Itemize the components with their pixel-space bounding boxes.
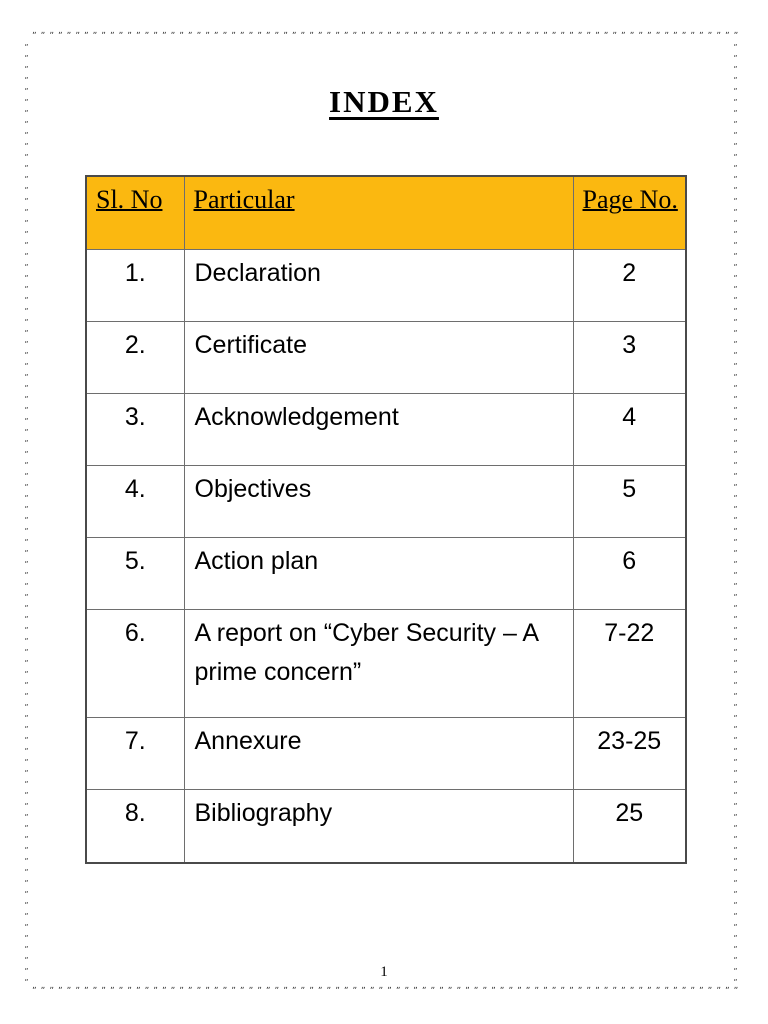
particular-cell: Action plan xyxy=(183,536,574,610)
table-header-row: Sl. No Particular Page No. xyxy=(85,175,687,250)
index-table: Sl. No Particular Page No. 1. Declaratio… xyxy=(85,175,687,864)
sl-no-cell: 3. xyxy=(85,392,185,466)
table-row: 1. Declaration 2 xyxy=(85,248,687,322)
header-sl-no: Sl. No xyxy=(85,175,185,250)
sl-no-cell: 4. xyxy=(85,464,185,538)
particular-cell: Bibliography xyxy=(183,788,574,864)
page-border-bottom: „„„„„„„„„„„„„„„„„„„„„„„„„„„„„„„„„„„„„„„„… xyxy=(32,981,740,991)
page-no-cell: 6 xyxy=(572,536,687,610)
sl-no-cell: 8. xyxy=(85,788,185,864)
page-title: INDEX xyxy=(329,84,439,119)
table-row: 8. Bibliography 25 xyxy=(85,788,687,864)
page-no-cell: 25 xyxy=(572,788,687,864)
particular-cell: Declaration xyxy=(183,248,574,322)
sl-no-cell: 2. xyxy=(85,320,185,394)
page-border-left: „„„„„„„„„„„„„„„„„„„„„„„„„„„„„„„„„„„„„„„„… xyxy=(22,38,31,988)
page-no-cell: 23-25 xyxy=(572,716,687,790)
particular-cell: A report on “Cyber Security – A prime co… xyxy=(183,608,574,718)
sl-no-cell: 7. xyxy=(85,716,185,790)
particular-cell: Objectives xyxy=(183,464,574,538)
page-no-cell: 7-22 xyxy=(572,608,687,718)
sl-no-cell: 1. xyxy=(85,248,185,322)
footer: 1 xyxy=(0,963,768,981)
table-row: 2. Certificate 3 xyxy=(85,320,687,394)
sl-no-cell: 5. xyxy=(85,536,185,610)
footer-page-number: 1 xyxy=(380,964,388,980)
header-particular: Particular xyxy=(183,175,574,250)
particular-cell: Annexure xyxy=(183,716,574,790)
page-no-cell: 5 xyxy=(572,464,687,538)
table-row: 6. A report on “Cyber Security – A prime… xyxy=(85,608,687,718)
page-border-right: „„„„„„„„„„„„„„„„„„„„„„„„„„„„„„„„„„„„„„„„… xyxy=(731,38,740,988)
table-row: 5. Action plan 6 xyxy=(85,536,687,610)
page-no-cell: 4 xyxy=(572,392,687,466)
header-page-no: Page No. xyxy=(572,175,687,250)
table-row: 4. Objectives 5 xyxy=(85,464,687,538)
table-row: 3. Acknowledgement 4 xyxy=(85,392,687,466)
particular-cell: Certificate xyxy=(183,320,574,394)
page-border-top: „„„„„„„„„„„„„„„„„„„„„„„„„„„„„„„„„„„„„„„„… xyxy=(32,26,740,36)
table-row: 7. Annexure 23-25 xyxy=(85,716,687,790)
title-container: INDEX xyxy=(0,84,768,120)
page-no-cell: 3 xyxy=(572,320,687,394)
particular-cell: Acknowledgement xyxy=(183,392,574,466)
page-no-cell: 2 xyxy=(572,248,687,322)
sl-no-cell: 6. xyxy=(85,608,185,718)
